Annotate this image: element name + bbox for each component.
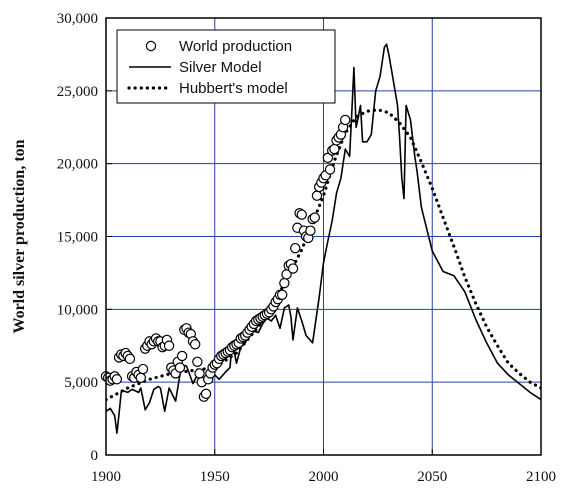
legend: World production Silver Model Hubbert's mo… [116, 29, 336, 104]
y-tick-label: 5,000 [64, 375, 98, 391]
world-production-point [324, 164, 336, 175]
world-production-point [309, 212, 320, 223]
series-layer [100, 43, 541, 434]
world-production-point [329, 143, 340, 155]
x-tick-label: 2100 [526, 469, 556, 485]
y-tick-label: 0 [91, 448, 99, 464]
world-production-point [311, 190, 323, 201]
world-production-point [200, 388, 212, 400]
world-production-point [189, 339, 201, 350]
plot-frame [105, 17, 542, 456]
world-production-point [163, 340, 175, 351]
world-production-point [194, 368, 205, 379]
world-production-point [279, 277, 290, 289]
y-tick-label: 25,000 [57, 84, 98, 100]
silver-model-line [106, 43, 541, 434]
world-production-point [340, 114, 351, 126]
world-production-point [290, 242, 301, 254]
world-production-point [174, 362, 186, 373]
x-tick-label: 1950 [200, 469, 230, 485]
world-production-point [305, 225, 316, 236]
x-tick-label: 2000 [309, 469, 339, 485]
y-tick-label: 30,000 [57, 11, 98, 27]
world-production-point [111, 374, 123, 385]
x-tick-label: 1900 [91, 469, 121, 485]
legend-label: World production [179, 38, 292, 55]
world-production-point [135, 372, 146, 383]
y-axis-label: World silver production, ton [11, 139, 28, 333]
y-tick-label: 15,000 [57, 230, 98, 246]
y-tick-label: 20,000 [57, 157, 98, 173]
legend-label: Hubbert's model [179, 80, 288, 97]
world-production-point [124, 353, 136, 365]
y-tick-label: 10,000 [57, 302, 98, 318]
world-production-point [296, 209, 307, 220]
legend-marker-world-production [145, 40, 157, 52]
world-production-point [176, 350, 188, 362]
legend-label: Silver Model [179, 59, 262, 76]
world-production-point [287, 263, 299, 274]
world-production-point [137, 363, 149, 375]
x-tick-label: 2050 [417, 469, 447, 485]
world-production-point [192, 356, 203, 367]
world-production-point [276, 289, 288, 300]
